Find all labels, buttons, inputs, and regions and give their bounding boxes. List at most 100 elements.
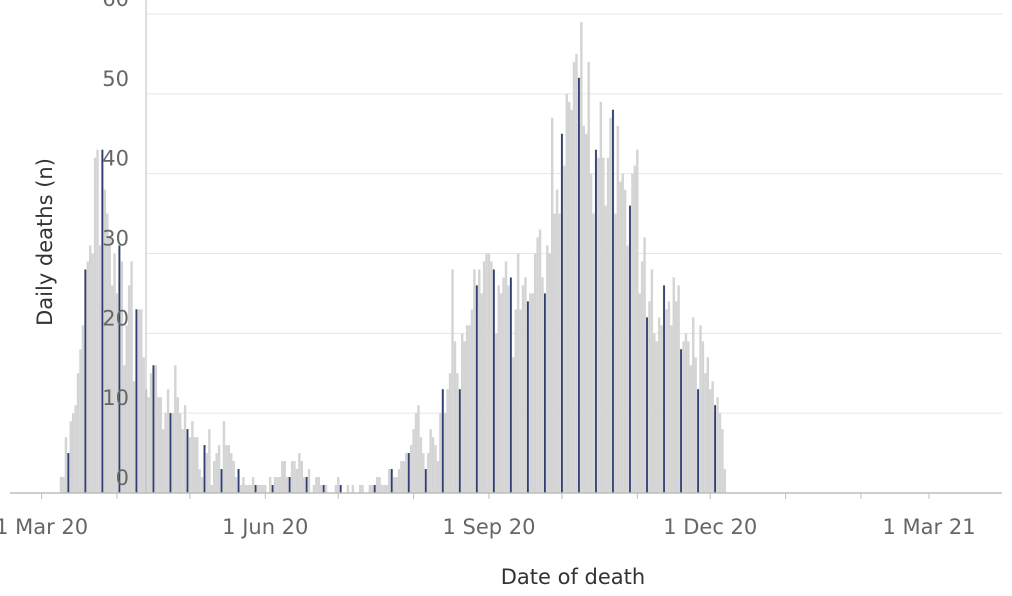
bar-day-205 xyxy=(558,213,561,493)
bar-day-47 xyxy=(174,365,177,493)
bar-day-177 xyxy=(490,261,493,493)
bar-day-57 xyxy=(198,469,201,493)
y-tick-labels: 0 10 20 30 40 50 60 xyxy=(102,0,129,490)
bar-day-13 xyxy=(91,253,94,493)
bar-day-147 xyxy=(417,405,420,493)
x-tick-label: 1 Jun 20 xyxy=(222,515,308,539)
x-tick-label: 1 Sep 20 xyxy=(442,515,535,539)
bar-day-239 xyxy=(640,261,644,493)
bar-day-114 xyxy=(337,477,340,493)
bar-day-271 xyxy=(718,413,722,493)
bar-day-55 xyxy=(193,437,196,493)
bar-day-155 xyxy=(436,461,440,493)
bar-day-77 xyxy=(247,485,250,493)
bar-day-53 xyxy=(188,437,192,493)
bar-day-36 xyxy=(147,397,150,493)
y-tick-label-20: 20 xyxy=(102,306,129,330)
bar-day-25 xyxy=(120,261,124,493)
bar-day-29 xyxy=(130,261,133,493)
bar-day-28 xyxy=(127,285,131,493)
bar-day-65 xyxy=(217,445,221,493)
y-axis-title: Daily deaths (n) xyxy=(33,158,57,326)
bar-day-236 xyxy=(633,165,637,493)
bar-day-267 xyxy=(709,389,712,493)
bar-day-39 xyxy=(154,365,158,493)
bar-day-228 xyxy=(614,213,617,493)
bar-day-152 xyxy=(429,429,432,493)
bar-day-46 xyxy=(171,413,175,493)
bar-day-8 xyxy=(79,349,82,493)
bar-day-222 xyxy=(599,101,603,493)
bar-day-244 xyxy=(653,333,656,493)
bar-day-156 xyxy=(439,413,442,493)
bar-day-233 xyxy=(626,245,629,493)
bar-day-225 xyxy=(606,157,610,493)
y-tick-label-0: 0 xyxy=(116,466,129,490)
bar-day-153 xyxy=(431,437,435,493)
bar-day-180 xyxy=(497,285,500,493)
bar-day-123 xyxy=(358,485,362,493)
bar-day-254 xyxy=(677,285,680,493)
bar-day-259 xyxy=(689,365,692,493)
bar-day-22 xyxy=(113,253,116,493)
bar-day-193 xyxy=(529,293,532,493)
bar-day-175 xyxy=(485,253,488,493)
bar-day-154 xyxy=(434,445,437,493)
bar-day-78 xyxy=(249,485,252,493)
bar-day-179 xyxy=(495,333,498,493)
y-tick-label-50: 50 xyxy=(102,67,129,91)
bar-day-26 xyxy=(123,365,126,493)
bar-day-7 xyxy=(76,373,80,493)
bar-day-124 xyxy=(361,485,364,493)
bar-day-102 xyxy=(307,469,311,493)
bar-day-158 xyxy=(444,413,447,493)
bar-day-34 xyxy=(142,357,145,493)
bar-day-261 xyxy=(694,357,697,493)
bar-day-170 xyxy=(473,269,476,493)
bar-day-5 xyxy=(72,413,75,493)
bar-day-253 xyxy=(674,301,678,493)
bar-day-208 xyxy=(565,93,568,493)
bar-day-142 xyxy=(405,453,408,493)
bar-day-211 xyxy=(572,61,576,494)
bar-day-21 xyxy=(110,285,114,493)
bar-day-84 xyxy=(264,485,267,493)
bar-day-214 xyxy=(580,21,583,493)
bar-day-226 xyxy=(609,117,612,493)
bar-day-127 xyxy=(368,485,372,493)
x-tick-label: 1 Mar 21 xyxy=(883,515,976,539)
bar-day-252 xyxy=(672,277,675,493)
bar-day-1 xyxy=(62,477,65,493)
bar-day-202 xyxy=(550,117,554,493)
bar-day-184 xyxy=(507,285,510,493)
bar-day-42 xyxy=(161,429,165,493)
bar-day-162 xyxy=(453,341,457,493)
bar-day-113 xyxy=(334,485,338,493)
x-tick-labels: 1 Mar 20 1 Jun 20 1 Sep 20 1 Dec 20 1 Mar 21 xyxy=(0,515,976,539)
bar-day-189 xyxy=(519,309,522,493)
bar-day-109 xyxy=(324,485,328,493)
bar-day-81 xyxy=(256,485,260,493)
bar-day-134 xyxy=(385,485,389,493)
bar-day-69 xyxy=(227,445,231,493)
bar-day-219 xyxy=(592,213,595,493)
bar-day-54 xyxy=(191,421,194,493)
bar-day-75 xyxy=(242,477,245,493)
bar-day-181 xyxy=(499,293,503,493)
bar-day-91 xyxy=(281,461,284,493)
bar-day-216 xyxy=(585,133,588,493)
bar-day-27 xyxy=(125,325,128,493)
bar-day-183 xyxy=(504,261,508,493)
bar-day-23 xyxy=(115,293,119,493)
bar-day-246 xyxy=(657,317,661,493)
bar-day-249 xyxy=(665,309,668,493)
bar-day-197 xyxy=(538,229,542,494)
bar-day-44 xyxy=(166,389,170,493)
bar-day-11 xyxy=(86,261,90,493)
bar-day-64 xyxy=(215,453,218,493)
bar-day-191 xyxy=(524,277,527,493)
bar-day-56 xyxy=(196,437,199,493)
bar-day-15 xyxy=(96,149,99,493)
bar-day-169 xyxy=(470,309,474,493)
bar-day-223 xyxy=(602,157,605,493)
